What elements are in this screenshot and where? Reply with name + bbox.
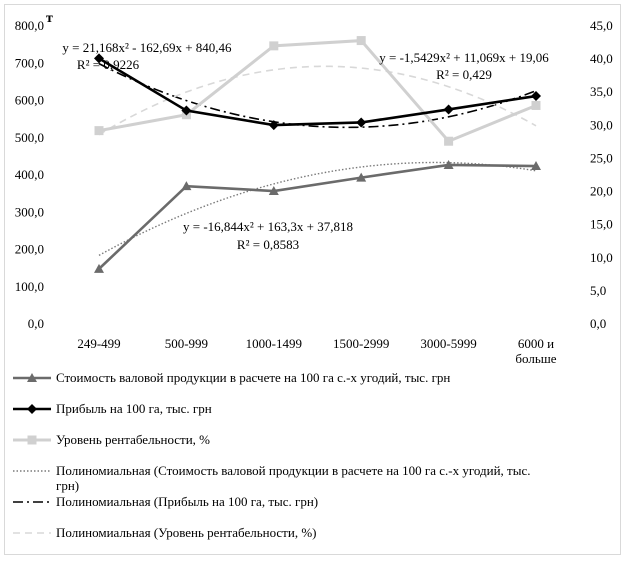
series-1-point xyxy=(94,53,104,64)
y-left-tick-label: 200,0 xyxy=(15,242,44,257)
trendline-equation: y = 21,168x² - 162,69x + 840,46 xyxy=(62,40,232,55)
legend-entry-label: Стоимость валовой продукции в расчете на… xyxy=(56,370,450,385)
x-tick-label: 500-999 xyxy=(165,336,208,351)
y-right-tick-label: 35,0 xyxy=(590,84,613,99)
legend-swatch-marker xyxy=(27,373,37,382)
series-line-1 xyxy=(98,57,537,127)
series-0-point xyxy=(181,181,192,191)
series-0-point xyxy=(94,263,104,273)
trendline-1 xyxy=(98,62,537,129)
legend-entry-label: Полиномиальная (Уровень рентабельности, … xyxy=(56,525,316,540)
series-1-point xyxy=(181,105,192,116)
trendline-0 xyxy=(98,161,537,256)
series-2-point xyxy=(531,100,541,110)
y-unit-label: т xyxy=(46,11,53,26)
chart-frame xyxy=(4,4,621,555)
legend-entry-label: Прибыль на 100 га, тыс. грн xyxy=(56,401,212,416)
legend-swatch-marker xyxy=(27,404,37,414)
y-left-tick-label: 600,0 xyxy=(15,93,44,108)
x-tick-label: 1000-1499 xyxy=(246,336,302,351)
series-0-point xyxy=(268,186,279,196)
trendline-2 xyxy=(98,65,537,136)
y-left-tick-label: 100,0 xyxy=(15,279,44,294)
series-2-point xyxy=(356,36,366,46)
y-right-tick-label: 10,0 xyxy=(590,250,613,265)
series-2-point xyxy=(269,41,279,51)
series-line-2 xyxy=(98,39,537,144)
series-line-0 xyxy=(98,163,537,270)
series-2-point xyxy=(444,136,454,146)
x-tick-label: больше xyxy=(515,351,556,366)
trendline-r2: R² = 0,9226 xyxy=(77,57,140,72)
series-0-point xyxy=(356,172,367,182)
y-right-tick-label: 5,0 xyxy=(590,283,606,298)
legend-entry-label: грн) xyxy=(56,478,79,493)
trendline-equation: y = -16,844x² + 163,3x + 37,818 xyxy=(183,219,353,234)
y-right-tick-label: 0,0 xyxy=(590,316,606,331)
x-tick-label: 249-499 xyxy=(77,336,120,351)
y-right-tick-label: 45,0 xyxy=(590,18,613,33)
series-0-point xyxy=(443,159,454,169)
y-right-tick-label: 40,0 xyxy=(590,51,613,66)
series-1-point xyxy=(356,117,367,128)
trendline-r2: R² = 0,8583 xyxy=(237,237,299,252)
legend-entry-label: Полиномиальная (Стоимость валовой продук… xyxy=(56,463,530,478)
x-tick-label: 6000 и xyxy=(518,336,554,351)
y-left-tick-label: 700,0 xyxy=(15,55,44,70)
trendline-r2: R² = 0,429 xyxy=(436,67,492,82)
y-left-tick-label: 800,0 xyxy=(15,18,44,33)
y-right-tick-label: 15,0 xyxy=(590,217,613,232)
y-left-tick-label: 400,0 xyxy=(15,167,44,182)
legend-entry-label: Уровень рентабельности, % xyxy=(56,432,210,447)
y-right-tick-label: 25,0 xyxy=(590,150,613,165)
trendline-equation: y = -1,5429x² + 11,069x + 19,06 xyxy=(379,50,549,65)
x-tick-label: 3000-5999 xyxy=(420,336,476,351)
series-1-point xyxy=(531,91,541,102)
y-right-tick-label: 30,0 xyxy=(590,117,613,132)
series-1-point xyxy=(268,120,279,131)
legend-entry-label: Полиномиальная (Прибыль на 100 га, тыс. … xyxy=(56,494,318,509)
y-left-tick-label: 500,0 xyxy=(15,130,44,145)
series-2-point xyxy=(94,126,104,136)
series-1-point xyxy=(443,104,454,115)
y-right-tick-label: 20,0 xyxy=(590,184,613,199)
y-left-tick-label: 300,0 xyxy=(15,204,44,219)
x-tick-label: 1500-2999 xyxy=(333,336,389,351)
y-left-tick-label: 0,0 xyxy=(28,316,44,331)
series-0-point xyxy=(531,161,541,171)
legend-swatch-marker xyxy=(27,435,37,445)
